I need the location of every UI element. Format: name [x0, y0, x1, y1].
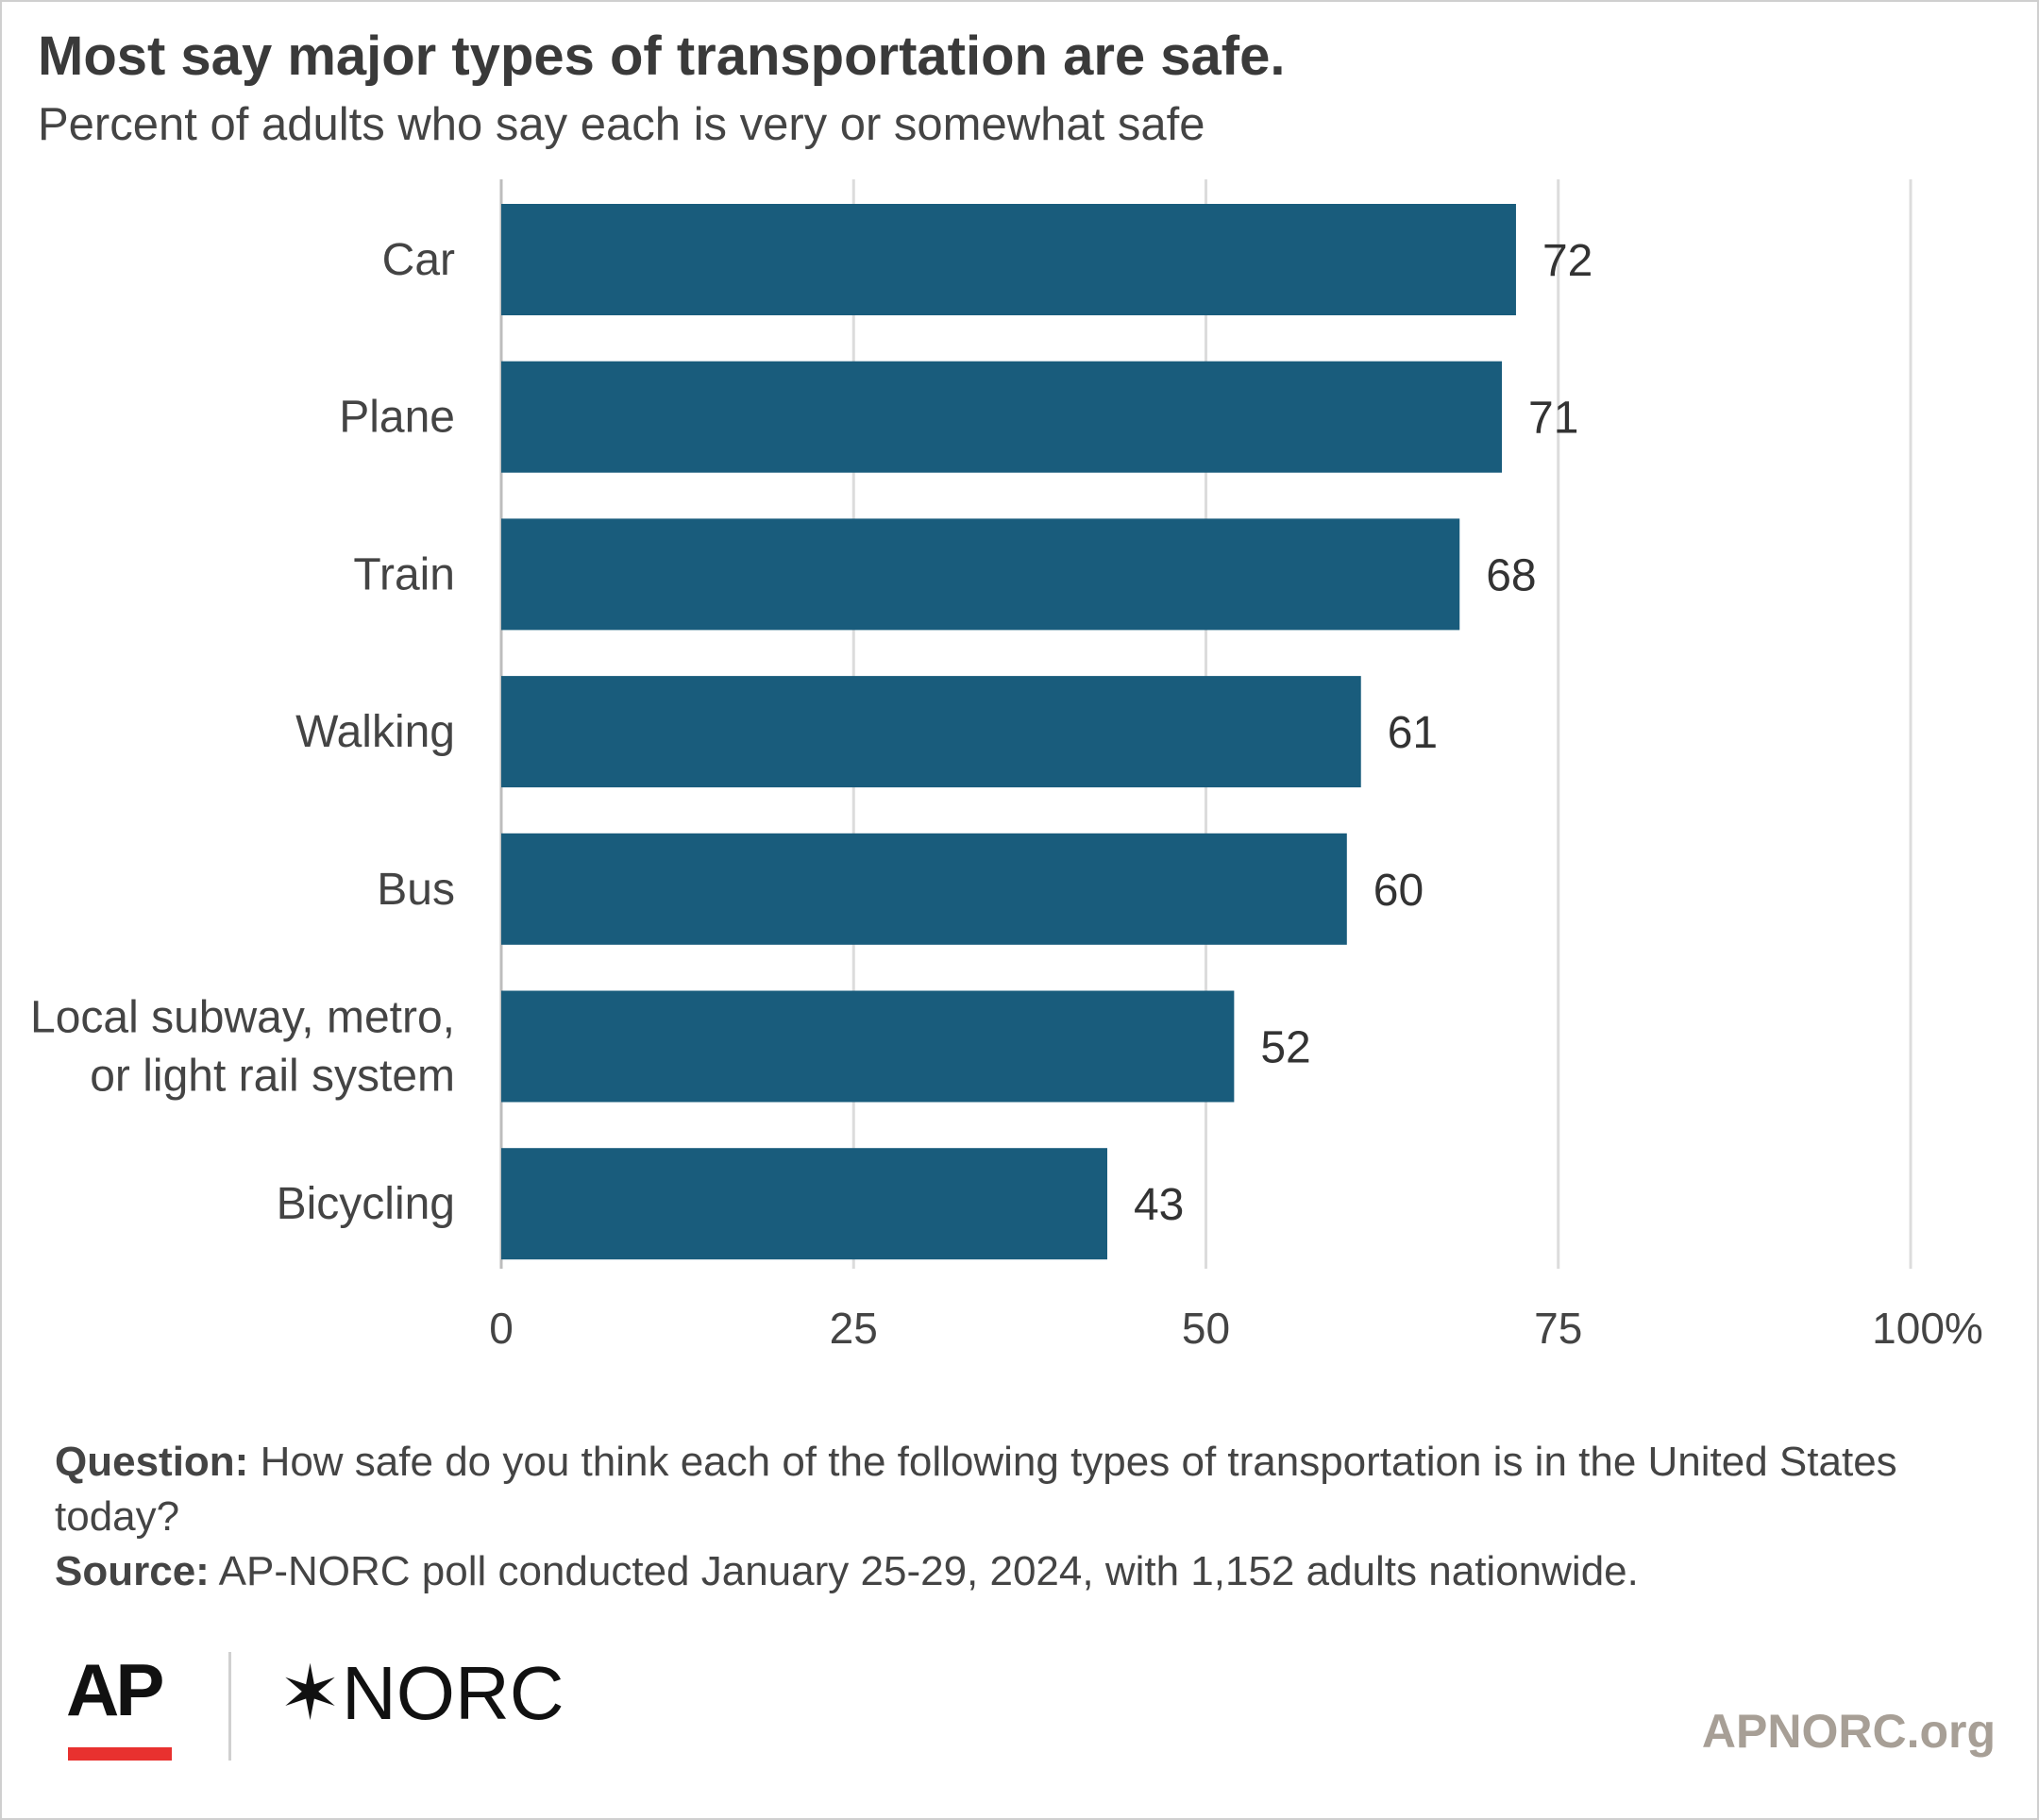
- value-label: 68: [1486, 550, 1536, 600]
- norc-star-icon: ✶: [278, 1651, 343, 1735]
- category-label: Train: [353, 549, 455, 599]
- category-label: Car: [382, 235, 455, 285]
- value-label: 60: [1373, 866, 1424, 916]
- apnorc-site-link[interactable]: APNORC.org: [1701, 1705, 1996, 1758]
- chart-title: Most say major types of transportation a…: [38, 25, 1286, 87]
- value-label: 43: [1134, 1180, 1184, 1230]
- x-tick-label: 25: [830, 1304, 878, 1353]
- logo-divider: [228, 1652, 231, 1761]
- bar: [501, 833, 1347, 945]
- value-label: 52: [1260, 1023, 1310, 1073]
- chart-subtitle: Percent of adults who say each is very o…: [38, 99, 1205, 150]
- x-tick-label: 75: [1534, 1304, 1582, 1353]
- category-label: Walking: [295, 707, 455, 757]
- ap-logo: AP: [66, 1648, 164, 1731]
- footer-logos: AP ✶NORC: [66, 1647, 632, 1761]
- value-labels: 72 71 68 61 60 52 43: [1134, 236, 1592, 1230]
- norc-logo-text: NORC: [342, 1651, 565, 1735]
- bar: [501, 990, 1235, 1103]
- question-note: Question: How safe do you think each of …: [55, 1435, 1999, 1544]
- category-label: Plane: [339, 393, 455, 443]
- category-label: Bus: [377, 865, 455, 915]
- norc-logo: ✶NORC: [278, 1649, 565, 1737]
- category-labels: Car Plane Train Walking Bus Local subway, met…: [30, 235, 455, 1229]
- category-label: Bicycling: [277, 1179, 455, 1229]
- bar: [501, 204, 1516, 315]
- bar: [501, 518, 1460, 631]
- x-tick-label: 50: [1182, 1304, 1230, 1353]
- source-label: Source:: [55, 1548, 210, 1594]
- x-tick-label: 0: [489, 1304, 514, 1353]
- x-tick-label: 100%: [1872, 1304, 1983, 1353]
- value-label: 61: [1388, 708, 1438, 758]
- x-axis-ticks: 0 25 50 75 100%: [489, 1304, 1983, 1353]
- bar: [501, 676, 1361, 788]
- chart-notes: Question: How safe do you think each of …: [55, 1435, 1999, 1599]
- question-label: Question:: [55, 1439, 249, 1485]
- bar: [501, 1148, 1107, 1260]
- bars: [501, 204, 1516, 1260]
- bar-chart: Car Plane Train Walking Bus Local subway, met…: [30, 179, 1983, 1353]
- source-text: AP-NORC poll conducted January 25-29, 20…: [218, 1548, 1639, 1594]
- bar: [501, 361, 1503, 473]
- question-text: How safe do you think each of the follow…: [55, 1439, 1897, 1540]
- source-note: Source: AP-NORC poll conducted January 2…: [55, 1544, 1999, 1599]
- ap-logo-underline: [68, 1747, 172, 1761]
- value-label: 72: [1542, 236, 1592, 286]
- category-label: Local subway, metro, or light rail system: [30, 993, 455, 1102]
- value-label: 71: [1528, 394, 1578, 444]
